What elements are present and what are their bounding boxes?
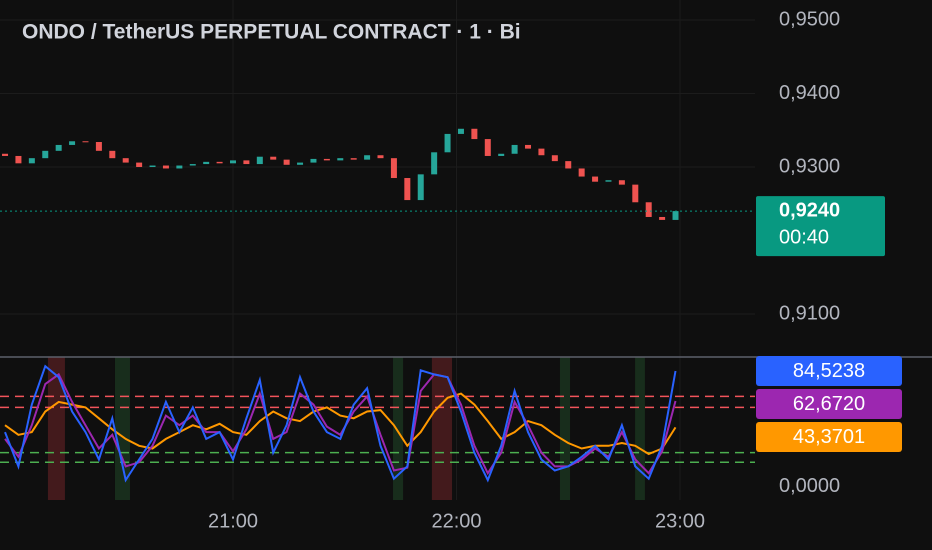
candle-body bbox=[28, 158, 35, 164]
countdown-label: 00:40 bbox=[779, 226, 829, 248]
candle-body bbox=[122, 158, 129, 163]
candle-body bbox=[659, 216, 666, 220]
y-tick-label: 0,0000 bbox=[779, 475, 840, 497]
last-price-label: 0,9240 bbox=[779, 199, 840, 221]
candle-body bbox=[645, 202, 652, 217]
candle-body bbox=[109, 150, 116, 159]
plot-layer bbox=[0, 128, 755, 483]
candle-body bbox=[203, 161, 210, 165]
candle-body bbox=[323, 158, 330, 161]
last-value-label: 84,5238 bbox=[793, 360, 865, 382]
candle-body bbox=[2, 153, 9, 156]
candle-body bbox=[431, 152, 438, 175]
candle-body bbox=[15, 155, 22, 164]
last-value-label: 62,6720 bbox=[793, 393, 865, 415]
y-tick-label: 0,9300 bbox=[779, 155, 840, 177]
candle-body bbox=[270, 156, 277, 160]
candle-body bbox=[42, 150, 49, 159]
candle-body bbox=[498, 153, 505, 156]
signal-zone bbox=[635, 357, 645, 500]
signal-zone bbox=[47, 357, 65, 500]
y-tick-label: 0,9400 bbox=[779, 82, 840, 104]
axis-layer: 21:00 22:00 23:00 0,9500 0,9400 0,9300 0,9100 0… bbox=[208, 8, 902, 532]
candle-body bbox=[310, 158, 317, 163]
last-value-label: 43,3701 bbox=[793, 426, 865, 448]
last-value-box bbox=[756, 388, 902, 419]
candle-body bbox=[390, 158, 397, 179]
price-axis-background bbox=[755, 0, 932, 550]
candle-body bbox=[243, 160, 250, 165]
candle-body bbox=[82, 141, 89, 143]
candle-body bbox=[256, 156, 263, 165]
oscillator-line bbox=[4, 392, 677, 456]
signal-zone bbox=[114, 357, 130, 500]
candle-body bbox=[457, 128, 464, 134]
x-tick-label: 21:00 bbox=[208, 510, 258, 532]
candle-body bbox=[605, 180, 612, 182]
candle-body bbox=[672, 211, 679, 220]
x-tick-label: 22:00 bbox=[431, 510, 481, 532]
candle-body bbox=[538, 148, 545, 156]
candle-body bbox=[283, 159, 290, 165]
candle-body bbox=[136, 162, 143, 167]
candle-body bbox=[525, 144, 532, 149]
candle-body bbox=[337, 158, 344, 161]
candle-body bbox=[632, 184, 639, 203]
x-tick-label: 23:00 bbox=[655, 510, 705, 532]
candle-body bbox=[471, 128, 478, 140]
chart-title: ONDO / TetherUS PERPETUAL CONTRACT · 1 ·… bbox=[22, 21, 521, 44]
candle-body bbox=[229, 160, 236, 164]
candle-body bbox=[55, 144, 62, 151]
y-tick-label: 0,9100 bbox=[779, 302, 840, 324]
candle-body bbox=[216, 161, 223, 164]
candle-body bbox=[95, 142, 102, 151]
candle-body bbox=[578, 168, 585, 177]
candle-body bbox=[444, 133, 451, 153]
candle-body bbox=[149, 165, 156, 167]
signal-zone bbox=[393, 357, 404, 500]
candle-body bbox=[364, 155, 371, 160]
candle-body bbox=[417, 174, 424, 201]
candle-body bbox=[592, 176, 599, 182]
candle-body bbox=[350, 158, 357, 160]
y-tick-label: 0,9500 bbox=[779, 8, 840, 30]
candle-body bbox=[176, 165, 183, 169]
signal-zone bbox=[431, 357, 453, 500]
signal-zone bbox=[559, 357, 571, 500]
candle-body bbox=[484, 139, 491, 156]
oscillator-line bbox=[4, 364, 677, 483]
background-layer bbox=[0, 0, 755, 500]
candle-body bbox=[69, 141, 76, 145]
last-value-box bbox=[756, 421, 902, 452]
oscillator-line bbox=[4, 372, 677, 476]
candle-body bbox=[618, 180, 625, 185]
candle-body bbox=[377, 155, 384, 159]
candle-body bbox=[297, 162, 304, 165]
candle-body bbox=[551, 155, 558, 162]
candle-body bbox=[404, 178, 411, 201]
candle-body bbox=[511, 144, 518, 154]
candle-body bbox=[565, 161, 572, 169]
candle-body bbox=[189, 164, 196, 166]
candle-body bbox=[162, 165, 169, 169]
last-value-box bbox=[756, 355, 902, 386]
last-price-box bbox=[756, 196, 885, 257]
